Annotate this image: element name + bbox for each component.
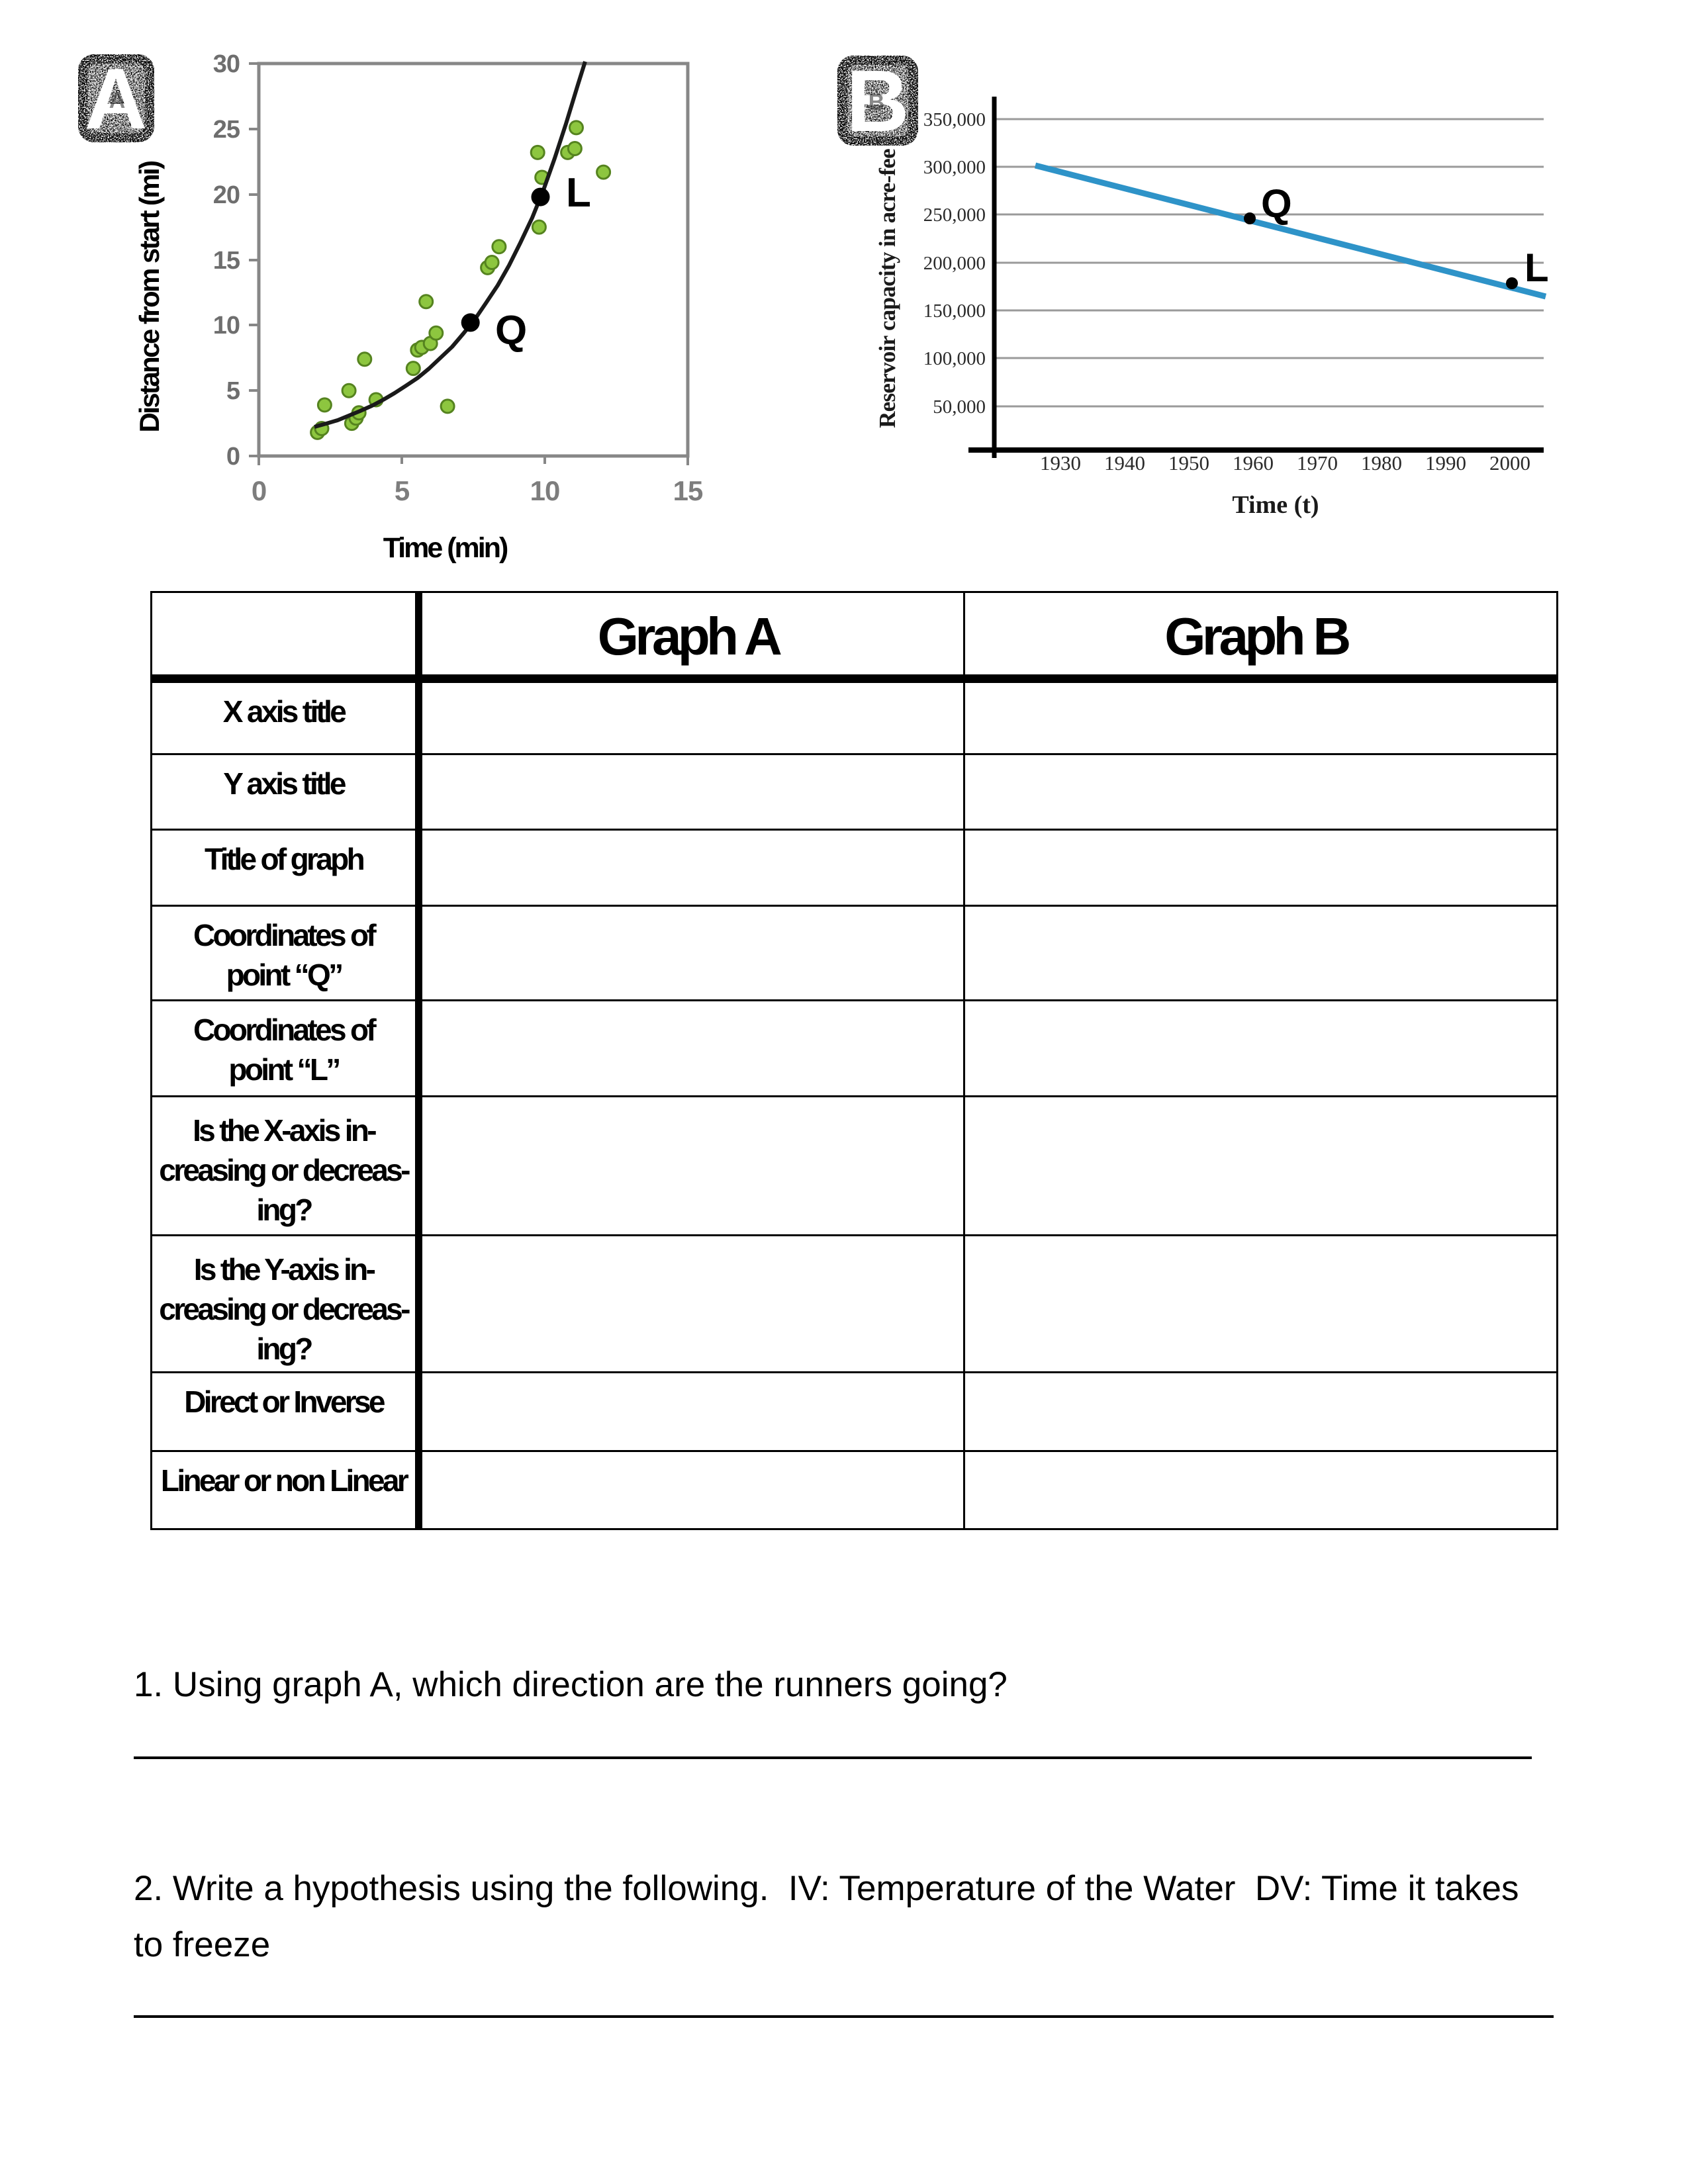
svg-text:1970: 1970 [1297,451,1338,475]
svg-text:10: 10 [213,312,240,340]
svg-text:2000: 2000 [1489,451,1530,475]
svg-text:B: B [846,52,909,150]
svg-text:B: B [868,90,885,115]
svg-text:A: A [109,88,126,113]
svg-text:350,000: 350,000 [923,109,986,130]
svg-text:20: 20 [213,181,240,209]
svg-text:Time (t): Time (t) [1232,491,1319,519]
svg-text:1950: 1950 [1168,451,1209,475]
svg-text:300,000: 300,000 [923,157,986,178]
svg-text:L: L [1524,246,1549,290]
svg-text:A: A [85,50,147,147]
svg-text:1990: 1990 [1425,451,1466,475]
svg-text:1940: 1940 [1104,451,1145,475]
svg-text:5: 5 [395,475,410,506]
svg-text:1980: 1980 [1361,451,1402,475]
svg-text:200,000: 200,000 [923,253,986,274]
svg-text:100,000: 100,000 [923,348,986,369]
svg-text:15: 15 [673,475,703,506]
svg-text:30: 30 [213,50,240,78]
svg-text:5: 5 [226,377,240,405]
svg-text:10: 10 [530,475,560,506]
svg-text:Time (min): Time (min) [383,532,508,564]
svg-text:L: L [566,170,591,216]
svg-text:Reservoir capacity in acre-fee: Reservoir capacity in acre-fee [874,149,900,428]
svg-text:0: 0 [226,443,240,471]
svg-text:Q: Q [495,308,527,353]
svg-text:15: 15 [213,247,240,275]
svg-text:25: 25 [213,116,240,144]
svg-text:150,000: 150,000 [923,300,986,322]
svg-text:50,000: 50,000 [933,396,986,418]
svg-text:1930: 1930 [1040,451,1081,475]
svg-text:0: 0 [252,475,266,506]
svg-text:Distance from start (mi): Distance from start (mi) [134,161,165,433]
svg-text:Q: Q [1261,181,1292,226]
svg-text:1960: 1960 [1233,451,1274,475]
svg-text:250,000: 250,000 [923,205,986,226]
